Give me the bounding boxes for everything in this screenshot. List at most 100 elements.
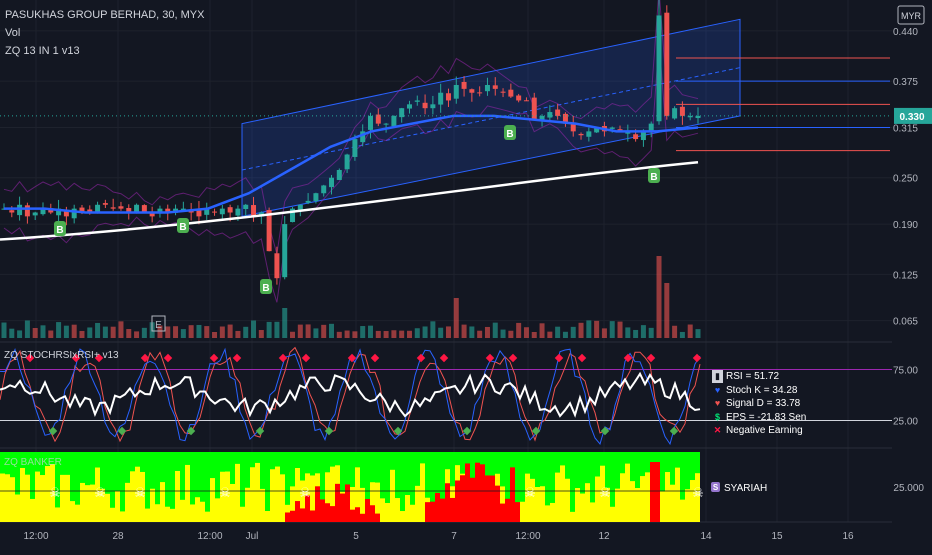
stoch-pane[interactable]: ZQ STOCHRSIxRSI+ v13 <box>0 346 892 446</box>
banker-yellow <box>10 452 15 522</box>
banker-green <box>580 452 585 494</box>
volume-bar <box>141 327 147 338</box>
candle-body <box>336 170 342 180</box>
banker-yellow <box>585 452 590 522</box>
banker-yellow <box>530 452 535 522</box>
candle-body <box>24 205 30 217</box>
volume-bar <box>180 329 186 338</box>
currency-box <box>897 5 925 25</box>
volume-label: Vol <box>5 27 21 39</box>
banker-yellow <box>305 452 310 522</box>
volume-bar <box>352 331 358 338</box>
banker-yellow <box>125 452 130 522</box>
candle-body <box>219 208 225 215</box>
volume-bar <box>266 321 272 338</box>
volume-bar <box>282 308 288 338</box>
banker-green <box>410 452 415 505</box>
cross-icon: ✕ <box>713 425 722 435</box>
candle-body <box>352 139 358 157</box>
regression-channel <box>241 18 741 217</box>
candle-body <box>523 100 529 102</box>
stoch-legend: ▮ RSI = 51.72 ♥ Stoch K = 34.28 ♥ Signal D … <box>712 370 806 438</box>
banker-green <box>350 452 355 487</box>
candle-body <box>679 106 685 116</box>
signal-diamond <box>462 426 472 436</box>
buy-marker <box>260 279 272 294</box>
volume-bar <box>562 331 568 338</box>
price-pane[interactable]: B B B B B <box>0 0 892 303</box>
banker-yellow <box>235 452 240 522</box>
buy-marker <box>54 221 66 236</box>
volume-bar <box>102 326 108 338</box>
banker-green <box>280 452 285 475</box>
banker-red <box>350 509 355 522</box>
banker-green <box>415 452 420 486</box>
time-tick: 16 <box>842 531 854 542</box>
price-tick: 0.125 <box>893 270 918 281</box>
signal-diamond <box>692 353 702 363</box>
candle-body <box>648 123 654 132</box>
candle-body <box>204 208 210 215</box>
candle-body <box>321 185 327 194</box>
candle-body <box>87 209 93 213</box>
banker-green <box>175 452 180 471</box>
candle-body <box>126 207 132 213</box>
skull-icon: ☠ <box>599 485 611 500</box>
banker-yellow <box>50 452 55 522</box>
volume-bar <box>305 324 311 338</box>
banker-red <box>305 495 310 522</box>
volume-bar <box>492 322 498 338</box>
banker-pane[interactable]: ☠ ☠ ☠ ☠ ☠ ☠ ☠ ☠ S SYARIAH ZQ BANKER <box>0 452 767 522</box>
banker-yellow <box>355 452 360 522</box>
banker-green <box>540 452 545 487</box>
currency-label: MYR <box>901 11 922 21</box>
current-price-label: 0.330 <box>899 112 924 123</box>
banker-yellow <box>140 452 145 522</box>
time-tick: 28 <box>112 531 124 542</box>
banker-yellow <box>595 452 600 522</box>
candle-body <box>360 131 366 143</box>
volume-bar <box>531 331 537 338</box>
banker-green <box>375 452 380 483</box>
banker-green <box>10 452 15 478</box>
volume-bar <box>251 320 257 338</box>
banker-green <box>205 452 210 512</box>
candle-body <box>344 154 350 170</box>
banker-red <box>495 485 500 522</box>
banker-green <box>20 452 25 468</box>
signal-diamond <box>140 353 150 363</box>
signal-diamond <box>48 426 58 436</box>
volume-bar <box>196 324 202 338</box>
candle-body <box>469 89 475 93</box>
volume-bar <box>508 330 514 338</box>
banker-green <box>525 452 530 474</box>
dollar-icon: $ <box>714 411 720 422</box>
legend-signal-d: ♥ Signal D = 33.78 <box>712 397 806 411</box>
banker-green <box>35 452 40 472</box>
volume-bar <box>258 329 264 338</box>
signal-diamond <box>416 353 426 363</box>
banker-green <box>170 452 175 509</box>
volume-bar <box>165 326 171 338</box>
volume-bar <box>430 321 436 338</box>
volume-bar <box>329 323 335 338</box>
signal-diamond <box>485 353 495 363</box>
candle-body <box>430 104 436 109</box>
banker-green <box>215 452 220 499</box>
candle-body <box>594 127 600 133</box>
volume-bar <box>500 329 506 338</box>
candle-body <box>453 85 459 99</box>
candle-body <box>141 205 147 213</box>
banker-green <box>145 452 150 509</box>
banker-green <box>455 452 460 466</box>
banker-yellow <box>290 452 295 522</box>
candle-body <box>609 127 615 129</box>
banker-green <box>565 452 570 479</box>
candle-body <box>180 208 186 211</box>
signal-diamond <box>669 426 679 436</box>
candle-body <box>570 124 576 132</box>
banker-red <box>365 498 370 522</box>
banker-red <box>315 486 320 522</box>
candle-body <box>367 115 373 130</box>
volume-bar <box>422 326 428 338</box>
